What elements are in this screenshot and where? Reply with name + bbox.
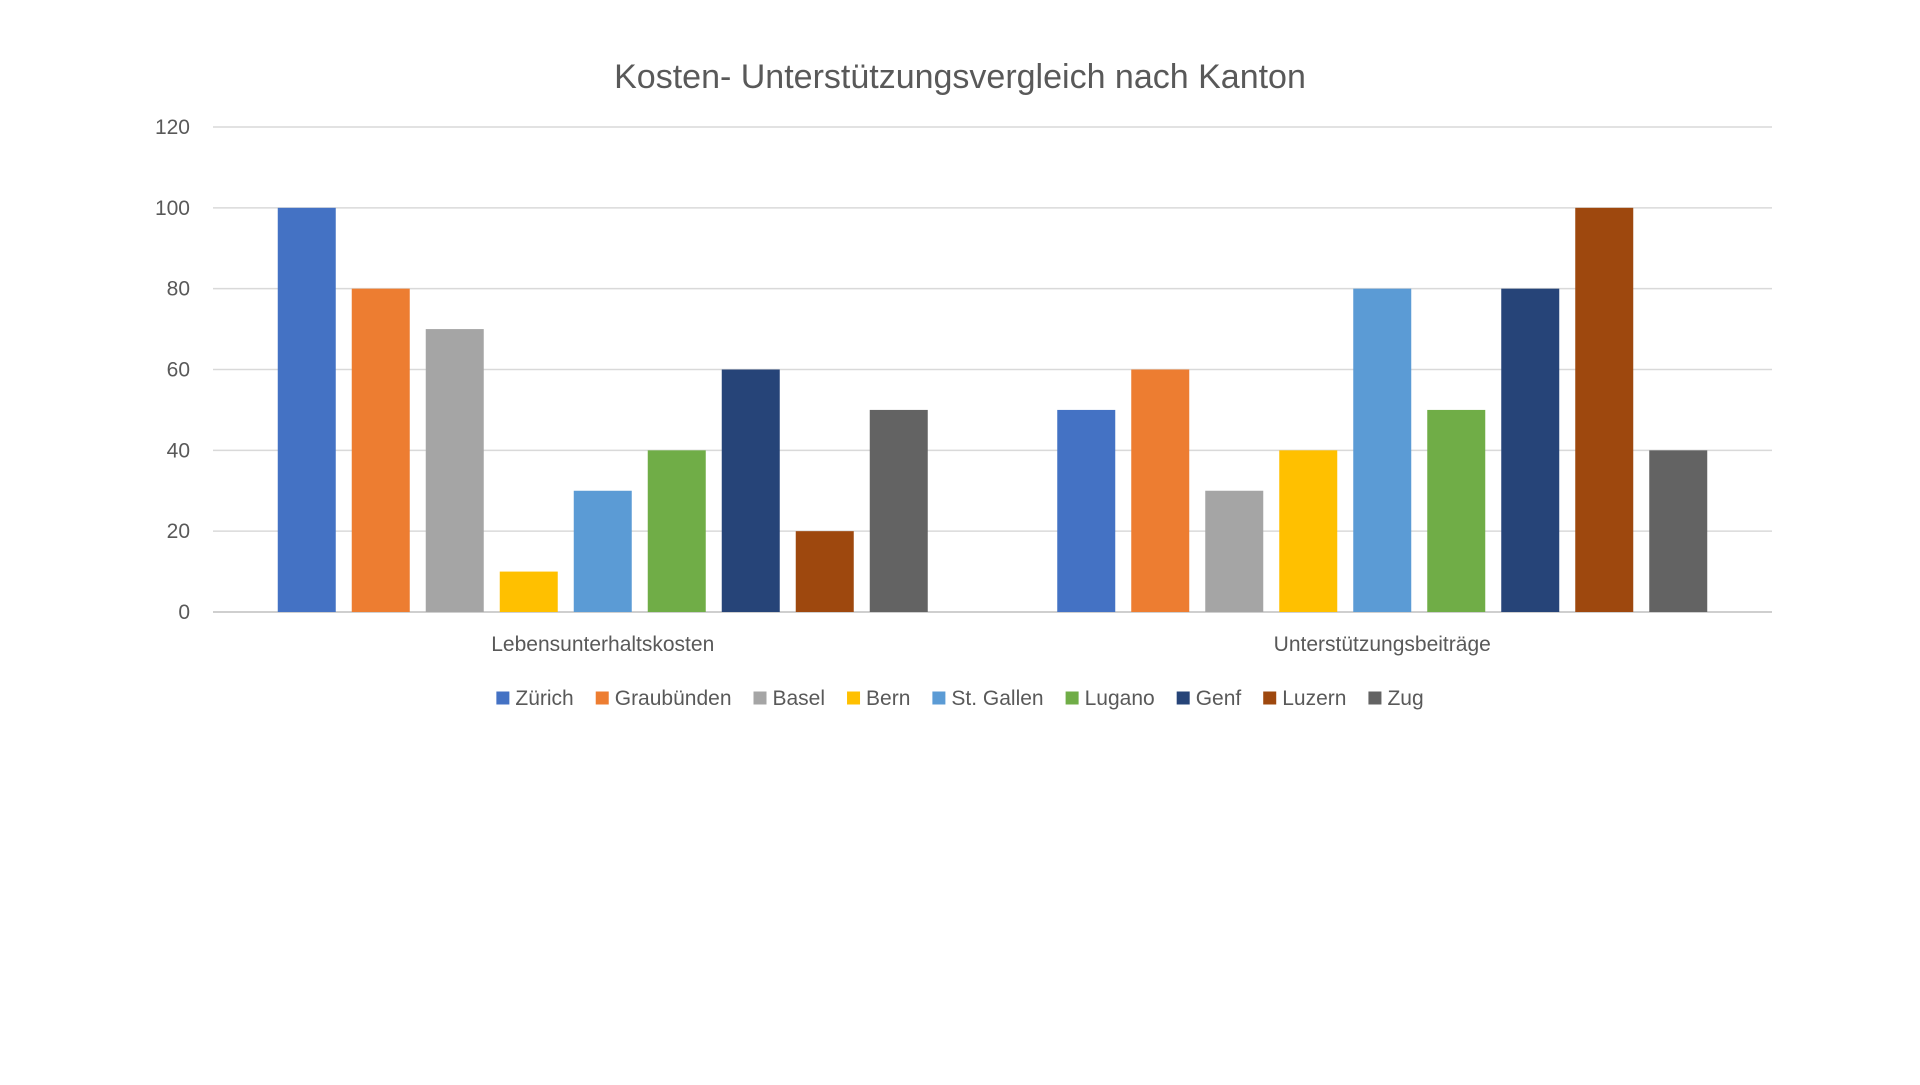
legend-label: Lugano: [1085, 687, 1155, 710]
legend-label: Graubünden: [615, 687, 732, 710]
y-tick-label: 0: [178, 601, 190, 624]
y-tick-label: 80: [167, 278, 190, 301]
legend-swatch: [1065, 691, 1079, 705]
bar: [1057, 409, 1116, 612]
bar: [1353, 288, 1412, 612]
y-tick-label: 100: [155, 197, 190, 220]
y-tick-label: 120: [155, 116, 190, 139]
bar: [573, 490, 632, 612]
y-tick-label: 60: [167, 359, 190, 382]
legend-swatch: [1263, 691, 1277, 705]
x-category-label: Unterstützungsbeiträge: [1274, 633, 1491, 656]
legend-swatch: [932, 691, 946, 705]
bars: [277, 207, 1708, 613]
x-category-label: Lebensunterhaltskosten: [491, 633, 714, 656]
legend-label: Luzern: [1282, 687, 1346, 710]
legend-label: Genf: [1196, 687, 1242, 710]
bar: [1501, 288, 1560, 612]
bar: [351, 288, 410, 612]
chart-title: Kosten- Unterstützungsvergleich nach Kan…: [614, 58, 1306, 96]
legend-swatch: [1368, 691, 1382, 705]
bar: [1427, 409, 1486, 612]
bar: [795, 531, 854, 612]
legend-label: St. Gallen: [951, 687, 1043, 710]
legend-swatch: [1176, 691, 1190, 705]
bar: [277, 207, 336, 613]
legend-swatch: [595, 691, 609, 705]
legend-label: Zug: [1387, 687, 1423, 710]
legend-swatch: [847, 691, 861, 705]
bar: [1279, 450, 1338, 612]
legend-swatch: [753, 691, 767, 705]
y-axis-ticks: 0 20 40 60 80 100 120: [155, 116, 190, 624]
bar: [1131, 369, 1190, 612]
y-tick-label: 20: [167, 520, 190, 543]
legend-swatch: [496, 691, 510, 705]
bar: [647, 450, 706, 612]
bar: [1649, 450, 1708, 612]
bar: [499, 571, 558, 612]
legend-label: Basel: [773, 687, 826, 710]
legend: Zürich Graubünden Basel Bern St. Gallen Lugan…: [496, 687, 1424, 710]
bar: [721, 369, 780, 612]
y-tick-label: 40: [167, 439, 190, 462]
x-axis-categories: Lebensunterhaltskosten Unterstützungsbeit…: [491, 633, 1491, 656]
bar: [1205, 490, 1264, 612]
bar: [425, 329, 484, 612]
legend-label: Zürich: [515, 687, 573, 710]
bar: [869, 409, 928, 612]
bar: [1575, 207, 1634, 613]
legend-label: Bern: [866, 687, 910, 710]
